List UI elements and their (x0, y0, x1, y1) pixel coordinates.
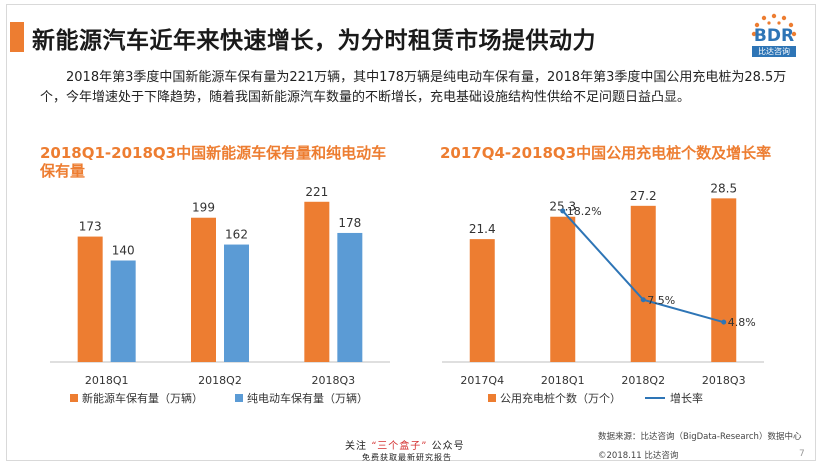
chart2-title: 2017Q4-2018Q3中国公用充电桩个数及增长率 (440, 144, 772, 162)
watermark-line2: 免费获取最新研究报告 (362, 453, 452, 462)
bar-label: 221 (305, 185, 328, 199)
logo-text: BDR (753, 26, 795, 46)
bar-label: 21.4 (469, 222, 496, 236)
chart1-title: 2018Q1-2018Q3中国新能源车保有量和纯电动车保有量 (40, 144, 387, 180)
slide-frame (6, 4, 816, 461)
growth-rate-label: 7.5% (647, 294, 675, 307)
legend-swatch-0 (70, 394, 78, 402)
bar-label: 28.5 (710, 181, 737, 195)
watermark-pre: 关注 (345, 441, 367, 452)
watermark-name: “三个盒子” (371, 441, 428, 452)
bar-chargers-2018Q3 (711, 198, 737, 362)
bar-label: 162 (225, 228, 248, 242)
bar-label: 199 (192, 201, 215, 215)
bar-label: 140 (112, 244, 135, 258)
legend-label-1: 纯电动车保有量（万辆） (247, 391, 368, 405)
description-text: 2018年第3季度中国新能源车保有量为221万辆，其中178万辆是纯电动车保有量… (40, 70, 787, 105)
watermark-post: 公众号 (431, 441, 465, 452)
title-accent-bar (10, 22, 24, 52)
legend-swatch-1 (235, 394, 243, 402)
bar-nev-2018Q1 (77, 236, 103, 362)
page-number: 7 (799, 449, 805, 459)
bar-chargers-2017Q4 (469, 239, 495, 362)
growth-rate-point (640, 297, 646, 303)
watermark-line1: 关注 “三个盒子” 公众号 (345, 437, 465, 452)
bar-label: 178 (338, 216, 361, 230)
chart1-svg: 173 140 2018Q1 199 162 2018Q2 221 178 2018Q3 新能源车… (50, 185, 390, 405)
x-tick-label: 2018Q1 (541, 374, 585, 387)
x-tick-label: 2018Q3 (702, 374, 746, 387)
bar-label: 173 (79, 220, 102, 234)
chart2-svg: 21.4 2017Q4 25.3 2018Q1 27.2 2018Q2 28.5 2018Q3… (442, 181, 764, 405)
legend-label-1: 增长率 (670, 391, 703, 405)
logo-subtitle: 比达咨询 (752, 46, 796, 57)
legend-label-0: 公用充电桩个数（万个） (500, 391, 621, 405)
bar-label: 27.2 (630, 189, 657, 203)
x-tick-label: 2018Q2 (621, 374, 665, 387)
x-tick-label: 2018Q1 (85, 374, 129, 387)
bdr-logo-icon (751, 13, 797, 37)
growth-rate-label: 4.8% (728, 316, 756, 329)
bar-nev-2018Q2 (191, 217, 216, 362)
page-title: 新能源汽车近年来快速增长，为分时租赁市场提供动力 (32, 28, 596, 54)
x-tick-label: 2018Q3 (312, 374, 356, 387)
growth-rate-point (560, 208, 566, 214)
footer-source: 数据来源：比达咨询（BigData-Research）数据中心 (598, 432, 802, 442)
growth-rate-label: 18.2% (567, 205, 602, 218)
bar-label: 25.3 (549, 200, 576, 214)
bar-chargers-2018Q2 (630, 205, 656, 362)
legend-label-0: 新能源车保有量（万辆） (82, 391, 203, 405)
footer-copyright: ©2018.11 比达咨询 (598, 451, 679, 461)
bar-nev-2018Q3 (304, 201, 330, 362)
legend-swatch-0 (488, 394, 496, 402)
growth-rate-point (721, 319, 727, 325)
bar-bev-2018Q1 (110, 260, 136, 362)
bar-bev-2018Q3 (337, 232, 363, 362)
bar-bev-2018Q2 (224, 244, 249, 362)
x-tick-label: 2018Q2 (198, 374, 242, 387)
bar-chargers-2018Q1 (550, 216, 576, 362)
x-tick-label: 2017Q4 (460, 374, 504, 387)
